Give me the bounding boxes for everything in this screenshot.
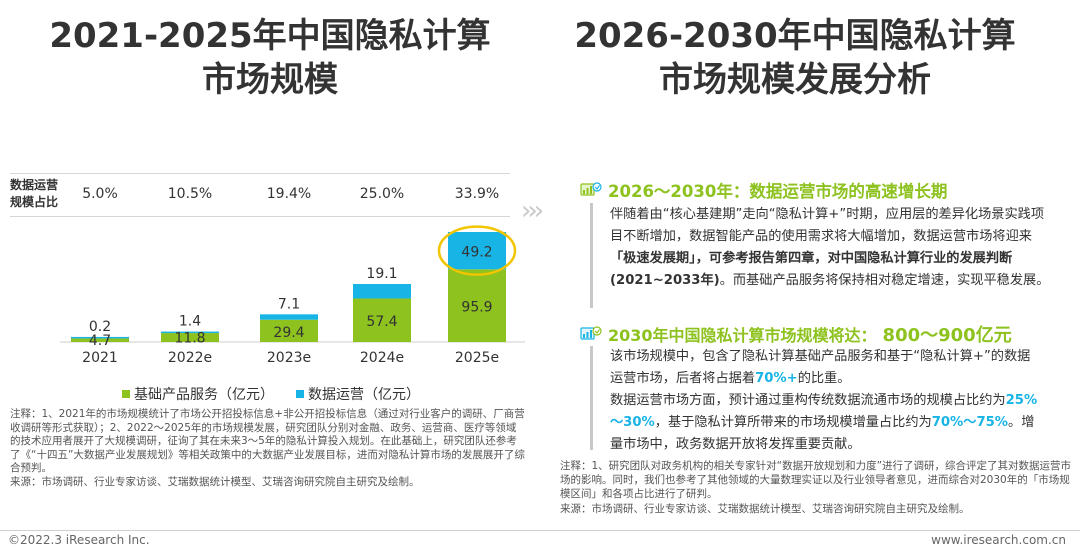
x-tick-label-2025e: 2025e — [455, 350, 499, 366]
legend-swatch-basic — [122, 390, 130, 398]
left-title: 2021-2025年中国隐私计算 市场规模 — [0, 14, 540, 102]
chart-sticker-icon — [580, 325, 602, 343]
section2-body: 该市场规模中，包含了隐私计算基础产品服务和基于“隐私计算+”的数据运营市场，后者… — [610, 346, 1040, 456]
chevron-arrows-icon: ››› — [521, 196, 544, 226]
x-tick-label-2024e: 2024e — [360, 350, 404, 366]
section1-body: 伴随着由“核心基建期”走向“隐私计算+”时期，应用层的差异化场景实践项目不断增加… — [610, 204, 1050, 292]
section1-text-part3: 。而基础产品服务将保持相对稳定增速，实现平稳发展。 — [719, 273, 1050, 288]
x-tick-label-2023e: 2023e — [267, 350, 311, 366]
data-label-ops-2024e: 19.1 — [366, 266, 397, 282]
legend-item-basic: 基础产品服务（亿元） — [122, 384, 274, 404]
right-footnote: 注释：1、研究团队对政务机构的相关专家针对“数据开放规划和力度”进行了调研，综合… — [560, 460, 1072, 515]
data-label-basic-2022e: 11.8 — [174, 331, 205, 347]
footer-copyright: ©2022.3 iResearch Inc. — [8, 533, 150, 547]
data-label-ops-2023e: 7.1 — [278, 296, 300, 312]
section2-p2-range1: 25%～30% — [610, 393, 1038, 430]
bar-ops-2022e — [161, 331, 219, 334]
bar-basic-2024e — [353, 298, 411, 342]
section2-p1-share: 70%+ — [755, 371, 798, 386]
section1-heading: 2026～2030年：数据运营市场的高速增长期 — [580, 178, 947, 202]
data-label-ops-2021: 0.2 — [89, 319, 111, 335]
section2-paragraph1: 该市场规模中，包含了隐私计算基础产品服务和基于“隐私计算+”的数据运营市场，后者… — [610, 346, 1040, 390]
data-label-ops-2022e: 1.4 — [179, 314, 201, 330]
share-value-2023e: 19.4% — [266, 186, 312, 202]
x-tick-label-2022e: 2022e — [168, 350, 212, 366]
bar-ops-2024e — [353, 284, 411, 299]
section2-p1-text-c: 的比重。 — [797, 371, 851, 386]
data-label-basic-2025e: 95.9 — [461, 300, 492, 316]
legend-label-basic: 基础产品服务（亿元） — [134, 387, 274, 403]
section2-p2-text-e: 。增量市场中，政务数据开放将发挥重要贡献。 — [610, 415, 1035, 452]
bar-basic-2021 — [71, 338, 129, 342]
section2-p1-text-a: 该市场规模中，包含了隐私计算基础产品服务和基于“隐私计算+”的数据运营市场，后者… — [610, 349, 1031, 386]
bar-ops-2021 — [71, 336, 129, 339]
right-title: 2026-2030年中国隐私计算 市场规模发展分析 — [545, 14, 1045, 102]
section2-p2-text-c: ，基于隐私计算所带来的市场规模增量占比约为 — [654, 415, 932, 430]
share-top-divider — [10, 173, 510, 174]
section2-p2-text-a: 数据运营市场方面，预计通过重构传统数据流通市场的规模占比约为 — [610, 393, 1006, 408]
left-title-line2: 市场规模 — [202, 60, 338, 100]
share-row-label: 数据运营 规模占比 — [10, 178, 59, 209]
left-title-line1: 2021-2025年中国隐私计算 — [49, 16, 491, 56]
share-value-2024e: 25.0% — [359, 186, 405, 202]
section2-sidebar — [590, 346, 593, 450]
highlight-circle — [437, 225, 517, 276]
legend-label-ops: 数据运营（亿元） — [308, 387, 420, 403]
footer-website: www.iresearch.com.cn — [931, 533, 1066, 547]
section1-text-emphasis: 「极速发展期」，可参考报告第四章，对中国隐私计算行业的发展判断(2021~203… — [610, 251, 1013, 288]
section1-sidebar — [590, 203, 593, 308]
footer-divider — [0, 530, 1080, 531]
section2-heading: 2030年中国隐私计算市场规模将达： 800～900亿元 — [580, 321, 1012, 347]
right-title-line2: 市场规模发展分析 — [659, 60, 931, 100]
bar-ops-2025e — [448, 232, 506, 270]
bar-basic-2025e — [448, 269, 506, 342]
share-value-2021: 5.0% — [82, 186, 118, 202]
section1-text-part1: 伴随着由“核心基建期”走向“隐私计算+”时期，应用层的差异化场景实践项目不断增加… — [610, 207, 1044, 244]
left-footnote: 注释：1、2021年的市场规模统计了市场公开招投标信息+非公开招投标信息（通过对… — [10, 408, 525, 488]
data-label-basic-2021: 4.7 — [89, 333, 111, 349]
stacked-bar-chart: 4.70.2 2021 11.81.4 2022e 29.4 7.1 2023e 57.4 19… — [60, 225, 525, 366]
data-label-basic-2024e: 57.4 — [366, 314, 397, 330]
share-value-2022e: 10.5% — [167, 186, 213, 202]
data-label-basic-2023e: 29.4 — [273, 325, 304, 341]
chart-sticker-icon — [580, 181, 602, 199]
chart-legend: 基础产品服务（亿元） 数据运营（亿元） — [122, 384, 420, 404]
section2-heading-range: 800～900亿元 — [882, 325, 1012, 346]
section1-heading-text: 2026～2030年：数据运营市场的高速增长期 — [608, 182, 948, 201]
section2-p2-range2: 70%～75% — [931, 415, 1009, 430]
legend-item-ops: 数据运营（亿元） — [296, 384, 420, 404]
bar-ops-2023e — [260, 314, 318, 320]
share-bottom-divider — [10, 216, 510, 217]
section2-paragraph2: 数据运营市场方面，预计通过重构传统数据流通市场的规模占比约为25%～30%，基于… — [610, 390, 1040, 456]
bar-basic-2023e — [260, 319, 318, 342]
section2-heading-text: 2030年中国隐私计算市场规模将达： — [608, 326, 877, 345]
data-label-ops-2025e: 49.2 — [461, 245, 492, 261]
right-title-line1: 2026-2030年中国隐私计算 — [574, 16, 1016, 56]
share-value-2025e: 33.9% — [454, 186, 500, 202]
bar-basic-2022e — [161, 333, 219, 342]
legend-swatch-ops — [296, 390, 304, 398]
x-tick-label-2021: 2021 — [82, 350, 118, 366]
